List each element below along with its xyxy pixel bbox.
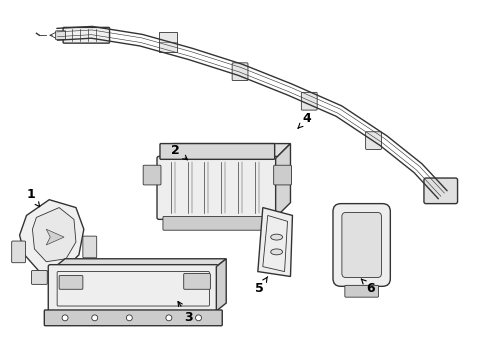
FancyBboxPatch shape (424, 178, 458, 204)
Polygon shape (159, 144, 291, 158)
Polygon shape (276, 144, 291, 217)
FancyBboxPatch shape (56, 31, 66, 40)
Ellipse shape (270, 234, 283, 240)
Text: 4: 4 (298, 112, 312, 128)
Polygon shape (55, 259, 226, 267)
FancyBboxPatch shape (48, 265, 219, 313)
FancyBboxPatch shape (163, 216, 271, 230)
Text: 5: 5 (255, 277, 268, 295)
FancyBboxPatch shape (184, 274, 210, 289)
Polygon shape (32, 208, 76, 262)
FancyBboxPatch shape (157, 156, 278, 219)
FancyBboxPatch shape (232, 63, 248, 81)
FancyBboxPatch shape (301, 93, 317, 110)
Circle shape (92, 315, 98, 321)
FancyBboxPatch shape (12, 241, 25, 263)
Ellipse shape (270, 249, 283, 255)
FancyBboxPatch shape (63, 27, 110, 43)
FancyBboxPatch shape (59, 275, 83, 289)
Polygon shape (46, 229, 64, 245)
Text: 6: 6 (361, 279, 375, 295)
Circle shape (196, 315, 201, 321)
FancyBboxPatch shape (345, 285, 378, 297)
FancyBboxPatch shape (143, 165, 161, 185)
FancyBboxPatch shape (274, 165, 292, 185)
FancyBboxPatch shape (342, 212, 381, 278)
Text: 2: 2 (172, 144, 188, 160)
Circle shape (62, 315, 68, 321)
Text: 1: 1 (26, 188, 40, 207)
Polygon shape (258, 208, 293, 276)
FancyBboxPatch shape (31, 271, 47, 284)
Circle shape (166, 315, 172, 321)
Text: 3: 3 (178, 302, 193, 324)
FancyBboxPatch shape (83, 236, 97, 258)
FancyBboxPatch shape (159, 32, 177, 52)
FancyBboxPatch shape (160, 144, 275, 159)
Polygon shape (20, 200, 84, 271)
Circle shape (126, 315, 132, 321)
FancyBboxPatch shape (333, 204, 391, 286)
FancyBboxPatch shape (366, 132, 381, 149)
FancyBboxPatch shape (58, 271, 74, 284)
Polygon shape (216, 259, 226, 311)
FancyBboxPatch shape (44, 310, 222, 326)
